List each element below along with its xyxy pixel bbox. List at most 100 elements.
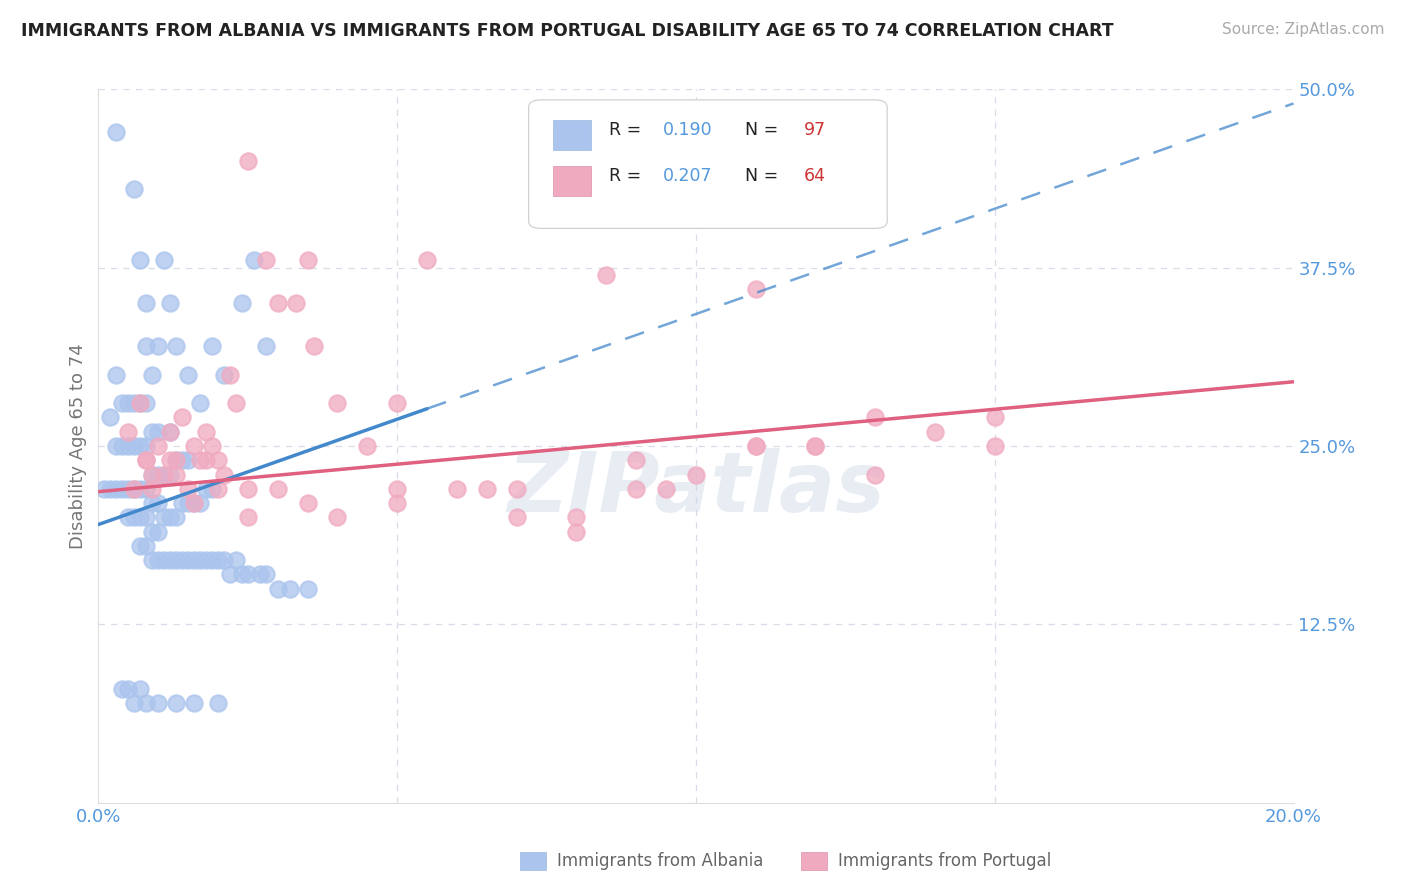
Point: [105, 368, 128, 382]
Point: [98, 410, 122, 425]
Point: [129, 482, 152, 496]
Point: [141, 553, 163, 567]
Point: [201, 439, 224, 453]
Point: [129, 681, 152, 696]
Point: [188, 496, 211, 510]
Point: [148, 467, 170, 482]
Point: [129, 396, 152, 410]
Point: [506, 482, 529, 496]
Point: [141, 467, 163, 482]
Point: [172, 453, 194, 467]
Point: [326, 510, 349, 524]
Point: [177, 368, 200, 382]
Point: [302, 339, 325, 353]
Point: [135, 453, 157, 467]
Point: [326, 396, 349, 410]
Point: [159, 425, 181, 439]
Point: [284, 296, 307, 310]
Point: [124, 439, 146, 453]
Point: [141, 482, 163, 496]
Point: [172, 553, 194, 567]
Point: [201, 339, 224, 353]
Point: [124, 182, 146, 196]
Point: [93, 482, 115, 496]
Point: [385, 482, 409, 496]
Point: [219, 567, 242, 582]
Point: [626, 482, 648, 496]
Point: [148, 496, 170, 510]
Point: [135, 439, 157, 453]
Point: [177, 496, 200, 510]
Point: [188, 453, 211, 467]
Point: [506, 510, 529, 524]
Point: [243, 253, 266, 268]
Point: [475, 482, 498, 496]
Point: [129, 253, 152, 268]
Point: [595, 268, 617, 282]
Point: [183, 696, 205, 710]
Point: [159, 453, 181, 467]
Point: [148, 425, 170, 439]
Point: [159, 296, 181, 310]
Point: [267, 296, 290, 310]
Point: [249, 567, 271, 582]
Point: [804, 439, 827, 453]
Point: [385, 496, 409, 510]
Point: [129, 539, 152, 553]
Point: [254, 339, 277, 353]
Point: [924, 425, 946, 439]
Point: [117, 681, 139, 696]
Point: [984, 439, 1007, 453]
Text: 64: 64: [804, 168, 825, 186]
Point: [297, 253, 319, 268]
Point: [195, 425, 218, 439]
Point: [195, 482, 218, 496]
Point: [236, 510, 259, 524]
Point: [105, 439, 128, 453]
Point: [626, 453, 648, 467]
Text: N =: N =: [734, 168, 785, 186]
Point: [159, 553, 181, 567]
Point: [188, 553, 211, 567]
Point: [159, 510, 181, 524]
Point: [117, 482, 139, 496]
Text: IMMIGRANTS FROM ALBANIA VS IMMIGRANTS FROM PORTUGAL DISABILITY AGE 65 TO 74 CORR: IMMIGRANTS FROM ALBANIA VS IMMIGRANTS FR…: [21, 22, 1114, 40]
Point: [129, 396, 152, 410]
Point: [195, 553, 218, 567]
Point: [177, 453, 200, 467]
Point: [165, 510, 187, 524]
Point: [124, 482, 146, 496]
Point: [565, 524, 588, 539]
Point: [141, 524, 163, 539]
Point: [297, 496, 319, 510]
Point: [124, 510, 146, 524]
Point: [165, 467, 187, 482]
Text: R =: R =: [609, 168, 647, 186]
Point: [201, 553, 224, 567]
Point: [278, 582, 301, 596]
Point: [212, 553, 235, 567]
Point: [236, 567, 259, 582]
Point: [135, 482, 157, 496]
Point: [745, 439, 768, 453]
Text: Immigrants from Portugal: Immigrants from Portugal: [838, 852, 1052, 870]
Point: [183, 496, 205, 510]
Point: [165, 453, 187, 467]
Point: [231, 567, 253, 582]
Point: [254, 567, 277, 582]
FancyBboxPatch shape: [529, 100, 887, 228]
Point: [129, 510, 152, 524]
Point: [212, 368, 235, 382]
Point: [201, 482, 224, 496]
Point: [236, 482, 259, 496]
Point: [165, 339, 187, 353]
Point: [297, 582, 319, 596]
Text: Immigrants from Albania: Immigrants from Albania: [557, 852, 763, 870]
Point: [207, 553, 229, 567]
Point: [135, 696, 157, 710]
Point: [135, 510, 157, 524]
Point: [129, 439, 152, 453]
Text: Source: ZipAtlas.com: Source: ZipAtlas.com: [1222, 22, 1385, 37]
Point: [195, 453, 218, 467]
Bar: [553, 166, 591, 196]
